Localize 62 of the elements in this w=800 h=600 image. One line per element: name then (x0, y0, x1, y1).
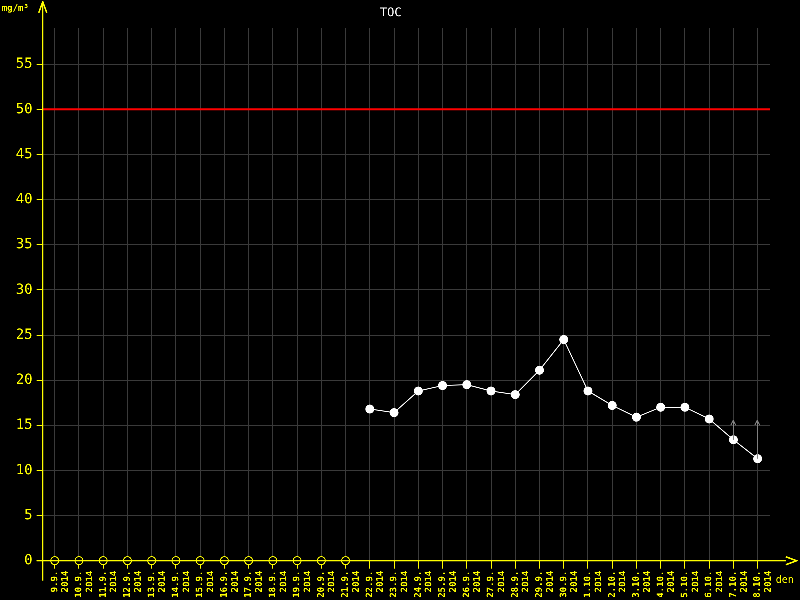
point (559, 335, 568, 344)
x-tick-label: 30.9. 2014 (559, 570, 580, 598)
point (511, 390, 520, 400)
x-tick-label: 26.9. 2014 (462, 570, 484, 598)
y-tick-label: 55 (16, 56, 33, 72)
point (680, 402, 690, 412)
x-tick-label: 8.10. 2014 (753, 570, 774, 598)
x-tick-label: 16.9. 2014 (220, 570, 241, 598)
x-tick-label: 2.10. 2014 (608, 570, 629, 598)
x-tick-label: 12.9. 2014 (123, 570, 144, 598)
x-tick-label: 21.9. 2014 (341, 570, 362, 598)
point (390, 408, 399, 418)
point (414, 386, 424, 396)
y-tick-label: 40 (16, 192, 33, 208)
y-tick-label: 5 (24, 507, 33, 524)
point (462, 380, 472, 390)
x-tick-label: 7.10. 2014 (728, 570, 750, 598)
y-tick-label: 35 (16, 236, 33, 253)
x-tick-label: 29.9. 2014 (535, 570, 556, 598)
x-tick-label: 13.9. 2014 (147, 570, 168, 598)
y-tick-label: 25 (16, 326, 33, 343)
y-tick-label: 15 (16, 417, 33, 434)
x-tick-label: 3.10. 2014 (632, 570, 653, 598)
y-tick-label: 20 (16, 372, 33, 388)
y-tick-label: 30 (16, 282, 33, 298)
x-tick-label: 20.9. 2014 (316, 570, 338, 598)
x-tick-label: 22.9. 2014 (365, 570, 386, 598)
point (438, 381, 448, 390)
x-tick-label: 17.9. 2014 (244, 570, 266, 598)
point (704, 414, 714, 424)
x-tick-label: 18.9. 2014 (268, 570, 290, 598)
x-tick-label: 24.9. 2014 (414, 570, 435, 598)
x-axis-title: den (776, 575, 794, 586)
point (584, 386, 593, 396)
point (656, 402, 666, 412)
x-tick-label: 5.10. 2014 (680, 570, 702, 598)
point (632, 412, 642, 422)
point (535, 366, 544, 375)
point (729, 435, 738, 444)
x-tick-label: 4.10. 2014 (656, 570, 678, 598)
chart-title: TOC (380, 5, 402, 20)
y-tick-label: 0 (24, 552, 33, 569)
y-axis-title: mg/m³ (2, 4, 30, 14)
y-tick-label: 45 (16, 146, 33, 162)
point (486, 386, 496, 396)
x-tick-label: 11.9. 2014 (98, 570, 120, 598)
point (366, 404, 375, 414)
x-tick-label: 10.9. 2014 (74, 570, 96, 598)
x-tick-label: 14.9. 2014 (172, 570, 192, 598)
x-tick-label: 28.9. 2014 (510, 570, 532, 598)
x-tick-label: 23.9. 2014 (390, 570, 410, 598)
x-tick-label: 25.9. 2014 (438, 570, 459, 598)
x-tick-label: 19.9. 2014 (292, 570, 314, 598)
point (753, 454, 762, 464)
y-tick-label: 10 (16, 462, 33, 478)
x-tick-label: 27.9. 2014 (486, 570, 508, 598)
y-tick-label: 50 (16, 101, 33, 118)
x-tick-label: 1.10. 2014 (584, 570, 604, 598)
point (608, 401, 617, 410)
x-tick-label: 15.9. 2014 (196, 570, 217, 598)
x-tick-label: 6.10. 2014 (704, 570, 726, 598)
x-tick-label: 9.9. 2014 (50, 570, 72, 593)
